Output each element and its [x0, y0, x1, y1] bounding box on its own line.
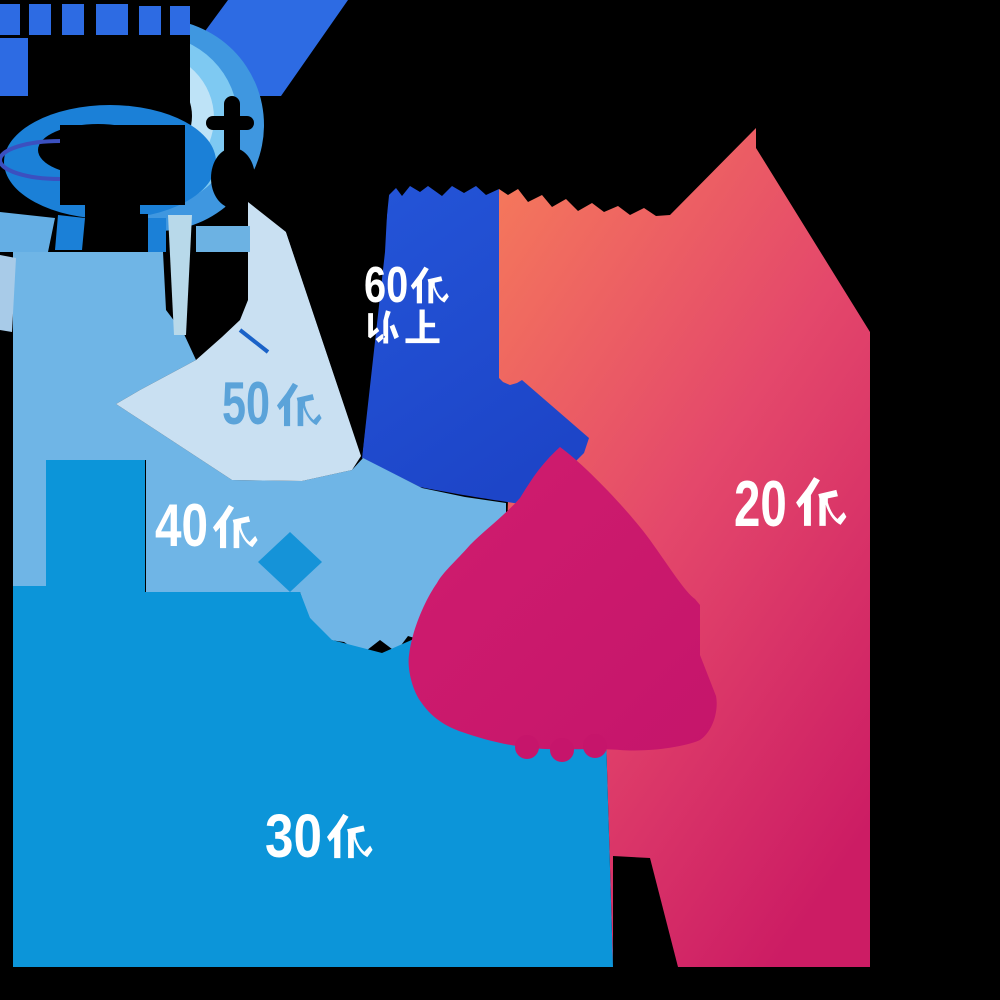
svg-text:20: 20	[734, 468, 787, 541]
svg-text:60: 60	[364, 256, 408, 313]
svg-text:50: 50	[222, 371, 270, 438]
svg-text:40: 40	[155, 493, 208, 559]
svg-text:30: 30	[265, 802, 322, 870]
